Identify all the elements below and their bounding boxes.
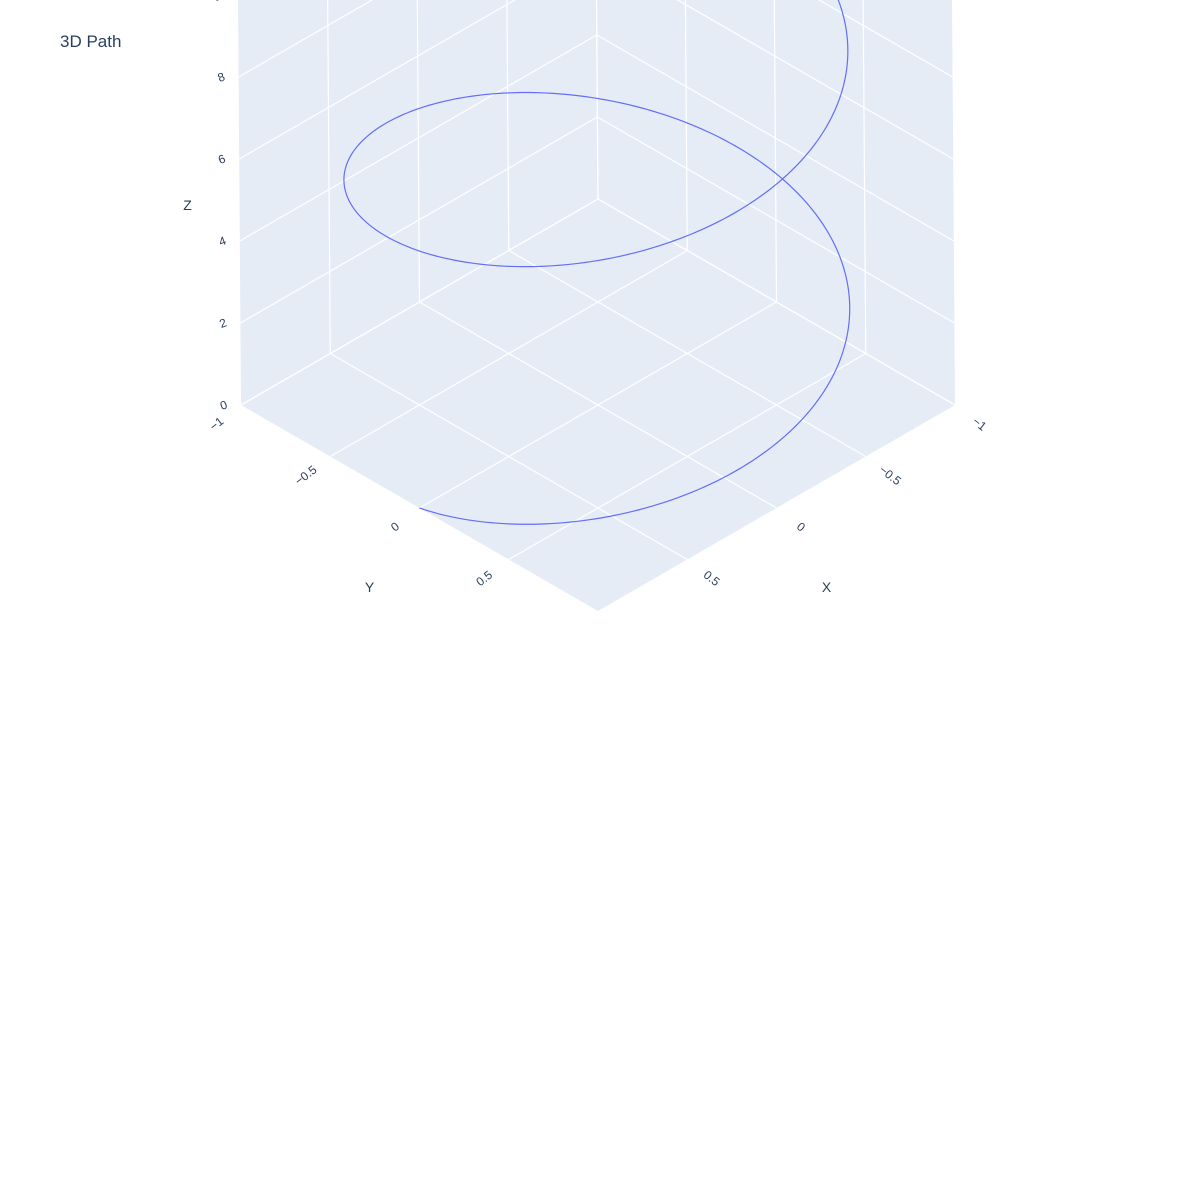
axis-walls [238, 0, 955, 611]
y-tick-label: −0.5 [292, 462, 320, 488]
z-gridline [238, 0, 516, 160]
x-gridline [506, 0, 510, 251]
z-gridline [597, 198, 956, 406]
x-axis-title: X [822, 579, 832, 595]
z-tick-label: 10 [212, 0, 230, 4]
z-gridline [596, 34, 955, 242]
z-tick-label: 0 [218, 397, 229, 413]
series-layer [343, 0, 851, 525]
z-axis-title: Z [183, 197, 192, 213]
x-tick-label: −0.5 [877, 463, 905, 489]
x-tick-label: 0.5 [701, 568, 723, 590]
x-gridline [327, 0, 331, 354]
y-gridline [862, 0, 867, 354]
x-gridline [416, 0, 421, 303]
z-gridline [238, 0, 374, 78]
y-gridline [508, 352, 867, 561]
gridlines [238, 0, 956, 561]
x-tick-label: −1 [970, 414, 990, 434]
y-gridline [595, 0, 599, 200]
z-gridline [240, 198, 599, 406]
z-gridline [817, 0, 953, 78]
chart-title: 3D Path [60, 32, 122, 51]
y-gridline [329, 249, 688, 458]
y-gridline [773, 0, 778, 303]
y-gridline [684, 0, 688, 251]
z-tick-label: 8 [216, 69, 227, 85]
z-gridline [676, 0, 954, 160]
y-axis-title: Y [365, 579, 375, 595]
y-gridline [419, 301, 777, 509]
z-gridline [239, 34, 598, 242]
z-tick-label: 2 [217, 315, 228, 331]
axis-titles: X Y Z [183, 197, 832, 595]
z-tick-label: 4 [217, 233, 228, 249]
series-line [343, 0, 851, 525]
z-gridline [597, 116, 955, 324]
z-tick-label: 6 [216, 151, 227, 167]
y-tick-label: 0.5 [473, 567, 495, 589]
z-gridline [240, 116, 598, 324]
y-tick-label: −1 [207, 414, 227, 434]
y-tick-label: 0 [388, 519, 402, 534]
x-tick-label: 0 [794, 519, 808, 534]
